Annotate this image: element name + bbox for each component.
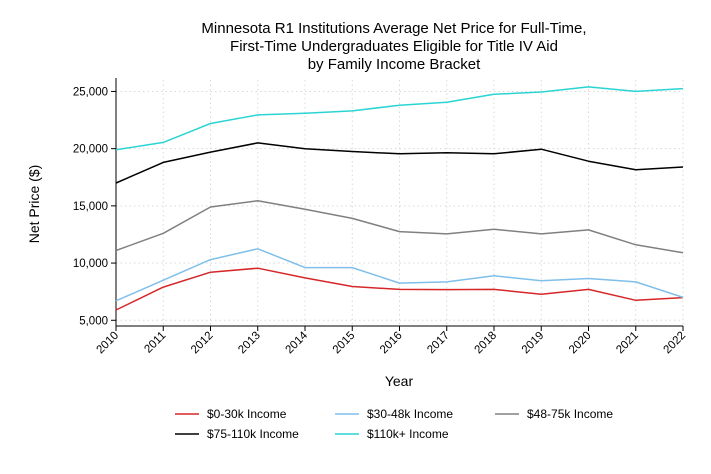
x-axis-ticks: 2010 2011 2012 2013 2014 2015 2016 2017 2018 2019… bbox=[95, 326, 689, 357]
x-tick-label: 2012 bbox=[189, 330, 216, 357]
series-line-3 bbox=[115, 199, 684, 254]
legend-label: $110k+ Income bbox=[367, 427, 449, 441]
x-tick-label: 2015 bbox=[331, 330, 358, 357]
legend-item: $75-110k Income bbox=[175, 427, 299, 441]
chart-title-line-3: by Family Income Bracket bbox=[308, 56, 481, 73]
chart-title-line-2: First-Time Undergraduates Eligible for T… bbox=[230, 38, 558, 55]
y-tick-label: 10,000 bbox=[73, 258, 108, 270]
legend-label: $75-110k Income bbox=[207, 427, 299, 441]
legend-label: $30-48k Income bbox=[367, 407, 453, 421]
chart-title: Minnesota R1 Institutions Average Net Pr… bbox=[201, 20, 586, 73]
x-tick-label: 2019 bbox=[520, 330, 547, 357]
series-line-2 bbox=[115, 248, 684, 302]
y-axis-ticks: 5,000 10,000 15,000 20,000 25,000 bbox=[73, 86, 116, 327]
series-line-5 bbox=[115, 86, 684, 151]
chart-title-line-1: Minnesota R1 Institutions Average Net Pr… bbox=[201, 20, 586, 37]
x-tick-label: 2017 bbox=[425, 330, 452, 357]
x-tick-label: 2016 bbox=[378, 330, 405, 357]
x-tick-label: 2021 bbox=[614, 330, 641, 357]
x-tick-label: 2018 bbox=[473, 330, 500, 357]
x-tick-label: 2014 bbox=[284, 329, 311, 356]
legend-item: $48-75k Income bbox=[495, 407, 613, 421]
legend-label: $48-75k Income bbox=[527, 407, 613, 421]
x-axis-label: Year bbox=[385, 373, 414, 389]
series-lines bbox=[115, 86, 684, 311]
legend: $0-30k Income $30-48k Income $48-75k Incom… bbox=[175, 407, 613, 441]
y-axis-label: Net Price ($) bbox=[26, 165, 42, 244]
legend-label: $0-30k Income bbox=[207, 407, 287, 421]
legend-item: $0-30k Income bbox=[175, 407, 287, 421]
x-tick-label: 2011 bbox=[142, 330, 168, 356]
y-tick-label: 25,000 bbox=[73, 86, 108, 98]
x-tick-label: 2022 bbox=[662, 330, 689, 357]
legend-item: $30-48k Income bbox=[335, 407, 453, 421]
x-tick-label: 2020 bbox=[567, 330, 594, 357]
y-tick-label: 5,000 bbox=[79, 315, 108, 327]
legend-item: $110k+ Income bbox=[335, 427, 449, 441]
y-tick-label: 20,000 bbox=[73, 144, 108, 156]
y-tick-label: 15,000 bbox=[73, 201, 108, 213]
x-tick-label: 2010 bbox=[95, 330, 122, 357]
series-line-4 bbox=[115, 142, 684, 184]
series-line-1 bbox=[115, 267, 684, 311]
x-tick-label: 2013 bbox=[236, 330, 263, 357]
